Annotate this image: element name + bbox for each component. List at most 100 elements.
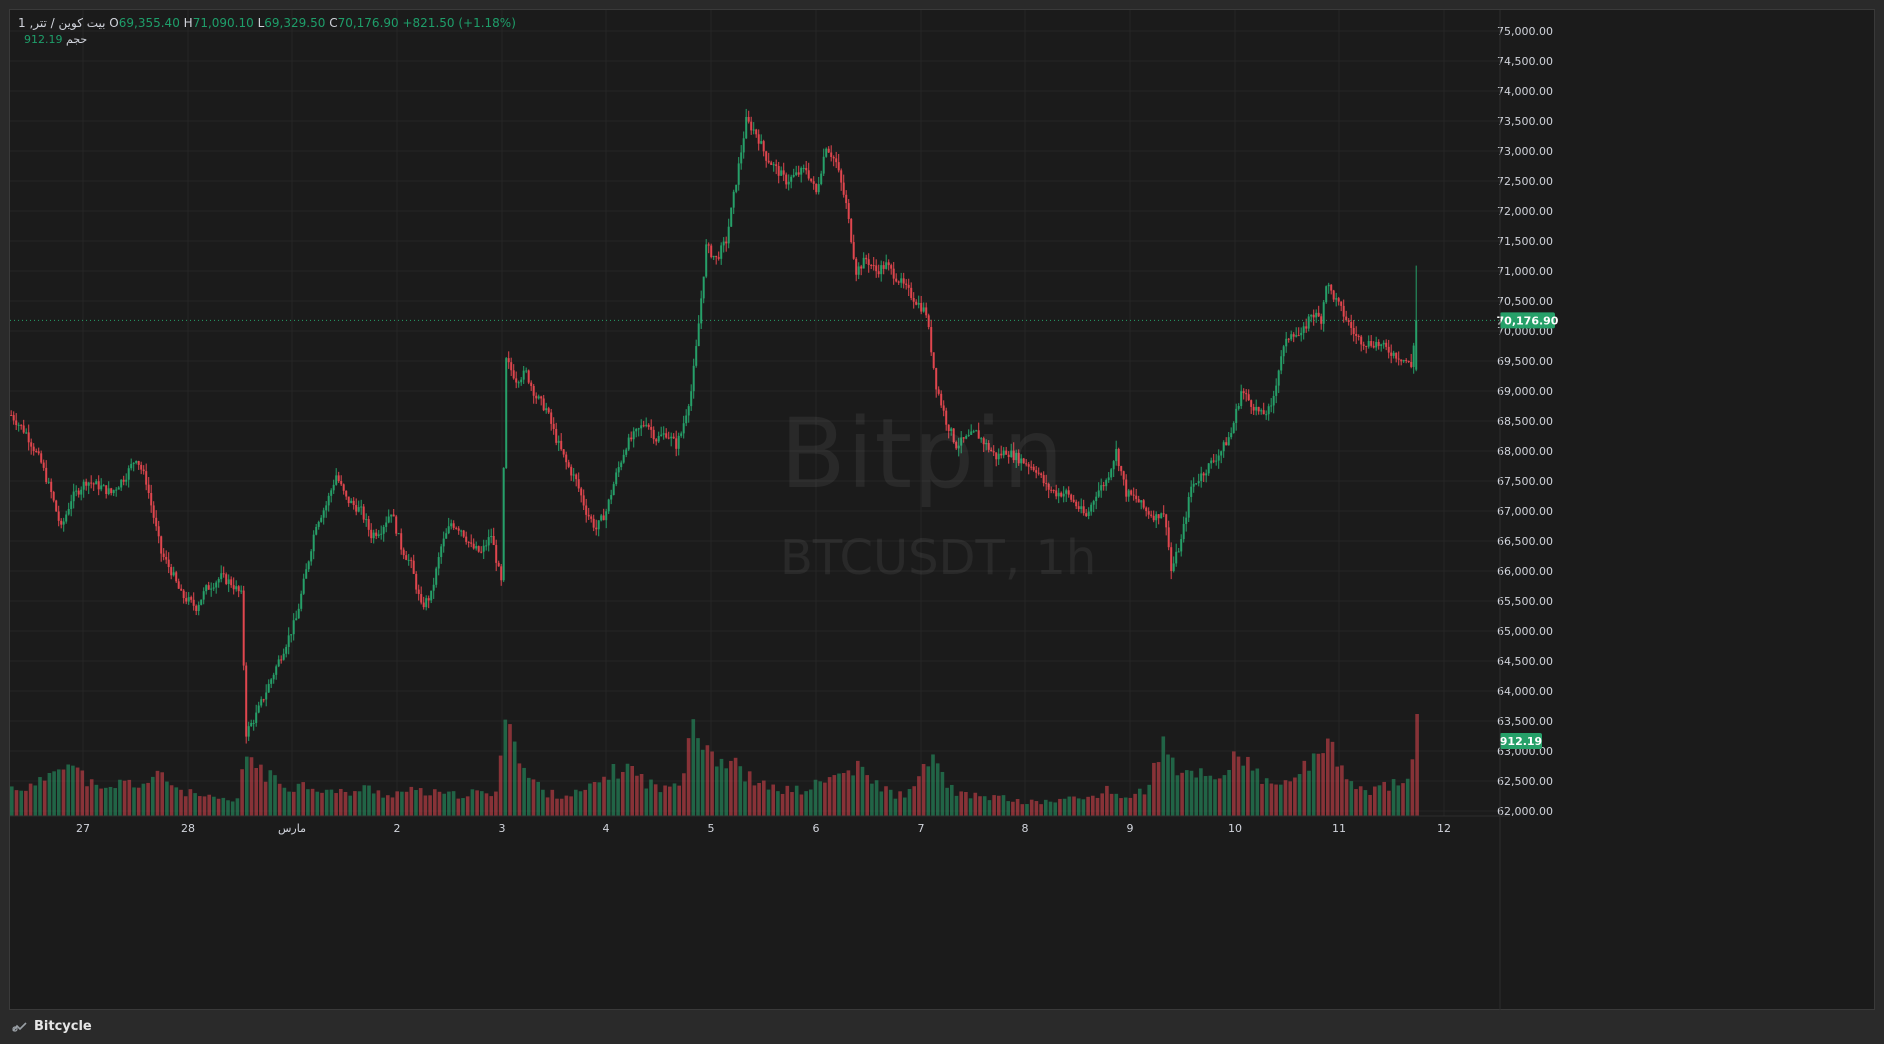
volume-bar [630, 765, 634, 816]
candle-body [112, 490, 115, 494]
volume-bar [1105, 785, 1109, 816]
volume-bar [386, 795, 390, 816]
candle-body [180, 588, 183, 591]
candle-body [885, 262, 888, 269]
candle-body [822, 156, 825, 174]
candle-body [1147, 511, 1150, 515]
candle-body [940, 393, 943, 406]
x-tick-label: 11 [1332, 822, 1346, 835]
candle-body [72, 491, 75, 502]
candle-body [905, 283, 908, 285]
volume-bar [1189, 770, 1194, 816]
candle-body [470, 542, 473, 544]
candle-body [1085, 513, 1088, 517]
chart-line-icon [12, 1021, 27, 1032]
candle-body [1365, 345, 1368, 347]
candle-body [647, 424, 650, 427]
volume-label[interactable]: حجم [66, 33, 88, 46]
candle-body [580, 488, 583, 496]
volume-bar [1053, 802, 1057, 816]
volume-bar [367, 785, 371, 816]
volume-bar [1166, 754, 1170, 816]
volume-bar [132, 787, 136, 816]
candle-body [1142, 500, 1145, 508]
candle-body [967, 434, 970, 436]
candle-body [1215, 460, 1218, 462]
volume-bar [931, 754, 935, 816]
volume-bar [1246, 756, 1250, 816]
candle-body [1290, 334, 1293, 340]
candle-body [755, 129, 758, 135]
candle-body [535, 395, 538, 399]
volume-bar [804, 791, 808, 816]
volume-bar [696, 738, 700, 816]
candle-body [325, 505, 328, 511]
volume-bar [141, 783, 146, 816]
candle-body [857, 266, 860, 275]
candlestick-chart[interactable]: 62,000.0062,500.0063,000.0063,500.0064,0… [10, 10, 1876, 1011]
volume-bar [874, 780, 879, 816]
candle-body [725, 241, 728, 244]
y-tick-label: 75,000.00 [1497, 25, 1553, 38]
candle-body [627, 437, 630, 450]
volume-bar [94, 784, 99, 816]
y-tick-label: 72,500.00 [1497, 175, 1553, 188]
candle-body [137, 461, 140, 465]
candle-body [697, 323, 700, 347]
candle-body [340, 481, 343, 485]
volume-bar [578, 791, 583, 816]
candle-body [540, 396, 543, 399]
candle-body [130, 463, 133, 469]
candle-body [110, 488, 113, 494]
volume-bar [348, 795, 352, 816]
candle-body [1392, 352, 1395, 356]
candle-body [1152, 515, 1155, 521]
candle-body [1370, 340, 1373, 346]
y-tick-label: 68,000.00 [1497, 445, 1553, 458]
volume-bar [522, 767, 526, 816]
symbol-label[interactable]: بيت كوين / تتر, 1 [18, 16, 106, 30]
candle-body [235, 586, 238, 590]
volume-bar [992, 795, 996, 816]
candle-body [1035, 470, 1038, 473]
candle-body [650, 426, 653, 430]
candle-body [842, 182, 845, 195]
candle-body [770, 162, 773, 165]
candle-body [897, 281, 900, 283]
candle-body [1160, 513, 1163, 519]
volume-bar [860, 766, 865, 816]
candle-body [907, 284, 910, 288]
x-tick-label: 28 [181, 822, 195, 835]
candle-body [385, 522, 388, 527]
volume-bar [104, 787, 108, 816]
candle-body [592, 518, 595, 528]
brand[interactable]: Bitcycle [12, 1019, 92, 1034]
candle-body [695, 346, 698, 366]
candle-body [615, 472, 618, 485]
candle-body [1172, 563, 1175, 572]
candle-body [107, 488, 110, 495]
candle-body [75, 490, 78, 492]
volume-bar [376, 790, 381, 816]
candle-body [830, 152, 833, 158]
volume-bar [1405, 778, 1410, 816]
volume-bar [461, 798, 465, 816]
candle-body [492, 535, 495, 546]
volume-bar [564, 795, 569, 816]
candle-body [1302, 326, 1305, 333]
candle-body [45, 467, 48, 483]
candle-body [1330, 284, 1333, 291]
chart-panel[interactable]: 62,000.00 62,500.00 63,000.00 63,500.00 64,0… [9, 9, 1876, 1011]
candle-body [642, 425, 645, 427]
candle-body [327, 495, 330, 506]
volume-bar [1147, 784, 1151, 816]
volume-bar [1123, 797, 1128, 816]
candle-body [367, 519, 370, 530]
candle-body [1347, 320, 1350, 323]
candle-body [355, 505, 358, 512]
candle-body [870, 264, 873, 266]
candle-body [682, 423, 685, 434]
volume-bar [1048, 801, 1053, 816]
candle-body [582, 495, 585, 506]
volume-bar [447, 791, 451, 816]
